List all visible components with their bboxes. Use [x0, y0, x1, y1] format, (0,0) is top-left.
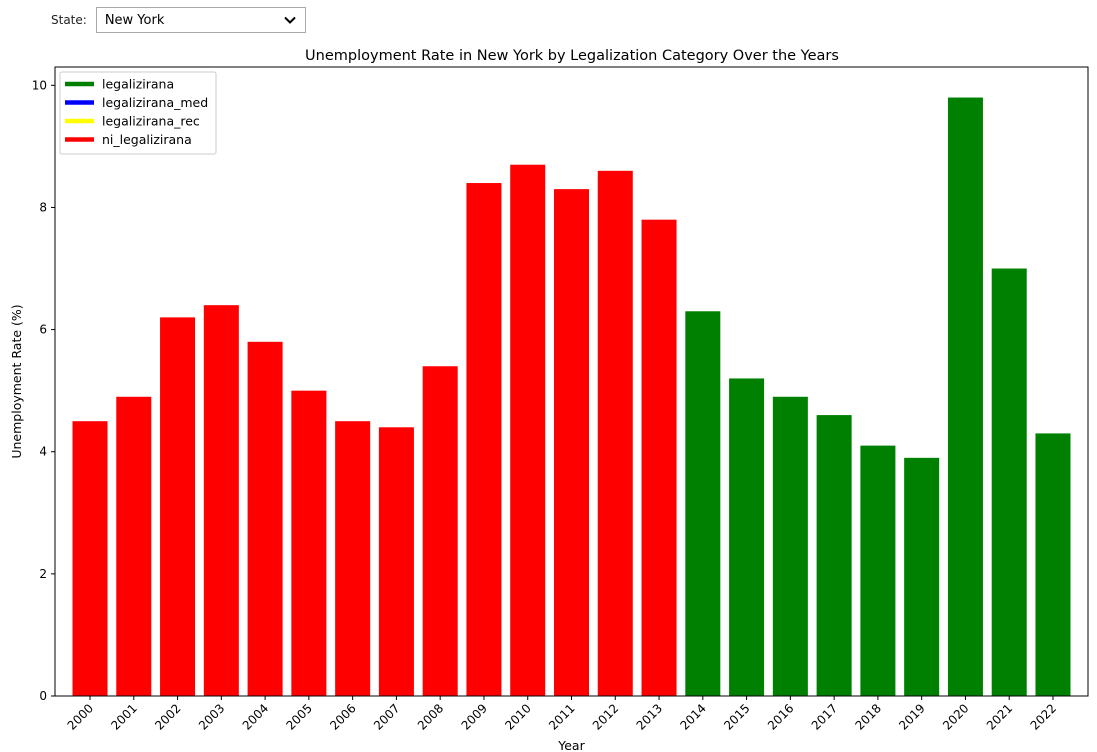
x-tick-label: 2015	[721, 701, 752, 732]
x-tick-label: 2006	[327, 701, 358, 732]
bar-2011	[553, 189, 590, 696]
legend: legalizirana legalizirana_med legalizirana…	[59, 71, 217, 155]
bar-2017	[816, 415, 852, 696]
bar-2012	[597, 170, 633, 696]
y-tick-label: 4	[39, 445, 47, 459]
bar-2021	[991, 268, 1027, 696]
legend-label-legalizirana: legalizirana	[102, 77, 174, 92]
y-tick-label: 8	[39, 200, 47, 214]
bar-2008	[422, 366, 458, 696]
x-tick-label: 2018	[853, 701, 884, 732]
x-tick-label: 2020	[940, 701, 971, 732]
bar-2005	[291, 390, 327, 696]
legend-label-ni_legalizirana: ni_legalizirana	[102, 132, 192, 147]
legend-label-legalizirana_rec: legalizirana_rec	[102, 114, 200, 129]
bar-2014	[685, 311, 721, 696]
bar-2001	[116, 396, 152, 696]
state-filter: State: New York	[51, 7, 306, 33]
legend-label-legalizirana_med: legalizirana_med	[102, 95, 208, 110]
bar-2004	[247, 341, 283, 696]
y-axis: 0 2 4 6 8 10	[32, 78, 55, 703]
x-tick-label: 2009	[459, 701, 490, 732]
x-axis: 2000 2001 2002 2003 2004 2005 2006 2007 2008 2009…	[65, 696, 1059, 733]
x-tick-label: 2004	[240, 701, 271, 732]
state-select[interactable]: New York	[95, 7, 306, 33]
bar-2013	[641, 219, 677, 696]
x-tick-label: 2002	[152, 701, 183, 732]
bar-2003	[203, 305, 239, 696]
x-tick-label: 2016	[765, 701, 796, 732]
x-tick-label: 2019	[896, 701, 927, 732]
y-tick-label: 10	[32, 78, 47, 92]
bar-2015	[729, 378, 765, 696]
y-tick-label: 2	[39, 567, 47, 581]
bar-2020	[947, 97, 983, 696]
x-tick-label: 2012	[590, 701, 621, 732]
bar-2002	[160, 317, 196, 696]
bar-2000	[72, 421, 108, 696]
bar-2010	[510, 164, 546, 696]
x-tick-label: 2000	[65, 701, 96, 732]
x-tick-label: 2001	[108, 701, 139, 732]
x-tick-label: 2003	[196, 701, 227, 732]
state-select-value: New York	[104, 12, 165, 28]
x-tick-label: 2005	[283, 701, 314, 732]
x-tick-label: 2007	[371, 701, 402, 732]
x-tick-label: 2010	[502, 701, 533, 732]
x-tick-label: 2008	[415, 701, 446, 732]
legend-box	[59, 71, 217, 155]
y-tick-label: 0	[39, 689, 47, 703]
bars-group	[72, 97, 1071, 697]
bar-2016	[772, 396, 808, 696]
y-tick-label: 6	[39, 323, 47, 337]
bar-2018	[860, 445, 896, 696]
x-tick-label: 2017	[809, 701, 840, 732]
bar-2009	[466, 183, 502, 697]
bar-2022	[1035, 433, 1071, 696]
x-tick-label: 2013	[634, 701, 665, 732]
chevron-down-icon	[284, 16, 296, 24]
x-tick-label: 2011	[546, 701, 577, 732]
x-tick-label: 2021	[984, 701, 1015, 732]
state-label: State:	[51, 13, 87, 27]
bar-2006	[335, 421, 371, 696]
x-axis-label: Year	[557, 738, 585, 752]
plot-frame	[54, 66, 1089, 697]
chart-title: Unemployment Rate in New York by Legaliz…	[305, 48, 839, 64]
bar-2007	[378, 427, 414, 696]
bar-2019	[904, 457, 940, 696]
y-axis-label: Unemployment Rate (%)	[9, 304, 24, 458]
x-tick-label: 2022	[1028, 701, 1059, 732]
x-tick-label: 2014	[677, 701, 708, 732]
